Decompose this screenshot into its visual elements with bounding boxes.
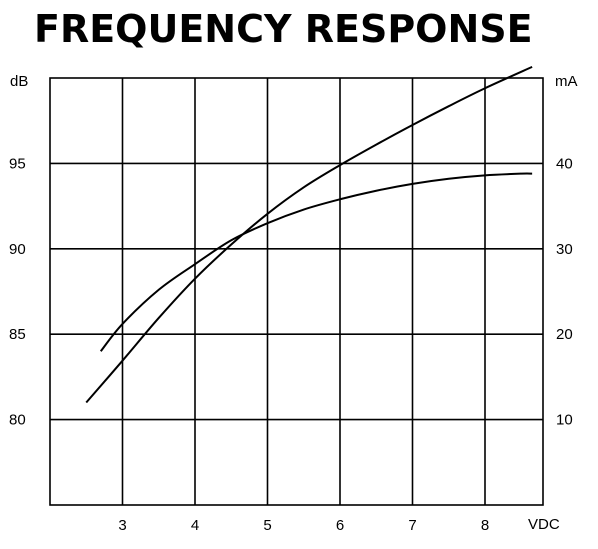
- y-left-tick-label: 80: [9, 412, 26, 429]
- y-right-tick-label: 20: [556, 326, 573, 343]
- y-left-tick-label: 95: [9, 155, 26, 172]
- y-right-tick-label: 10: [556, 412, 573, 429]
- series-line-ma: [85, 65, 533, 404]
- series-group: [85, 65, 533, 404]
- x-tick-label: 8: [481, 517, 489, 534]
- x-tick-label: 5: [263, 517, 271, 534]
- y-axis-left-label: dB: [10, 73, 28, 90]
- y-right-tick-label: 30: [556, 241, 573, 258]
- grid: [50, 78, 543, 505]
- y-left-tick-label: 90: [9, 241, 26, 258]
- chart-title: FREQUENCY RESPONSE: [34, 7, 533, 51]
- x-tick-label: 7: [408, 517, 416, 534]
- y-left-tick-label: 85: [9, 326, 26, 343]
- x-tick-label: 4: [191, 517, 199, 534]
- x-tick-label: 6: [336, 517, 344, 534]
- y-axis-right-label: mA: [555, 73, 578, 90]
- y-right-tick-label: 40: [556, 155, 573, 172]
- x-tick-label: 3: [118, 517, 126, 534]
- x-axis-label: VDC: [528, 516, 560, 533]
- series-line-db: [99, 172, 533, 352]
- plot-frame: [49, 77, 544, 506]
- tick-labels: 3 4 5 6 7 8 80 10 85 20 90 30 95 40: [9, 155, 573, 534]
